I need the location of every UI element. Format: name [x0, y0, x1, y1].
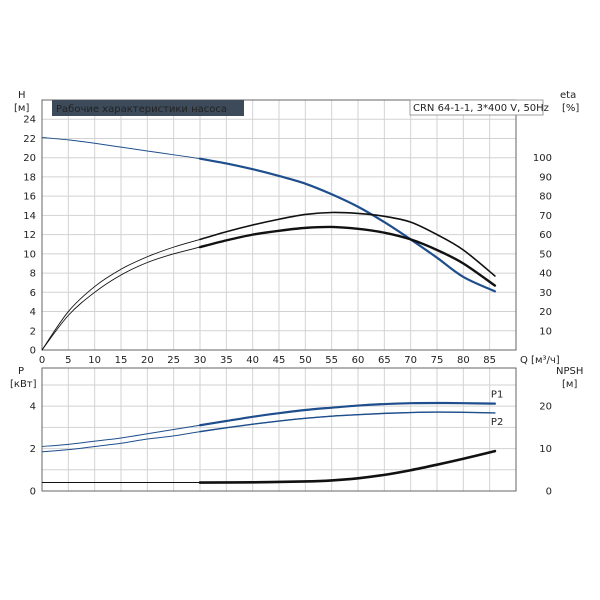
x-tick-label: 15	[115, 355, 128, 366]
y-left-axis-unit: [кВт]	[10, 379, 37, 390]
y-left-tick-label: 8	[30, 269, 36, 280]
y-left-axis-label: H	[18, 90, 26, 101]
y-left-tick-label: 14	[23, 211, 36, 222]
y-right-axis-unit: [м]	[562, 379, 577, 390]
y-left-axis-label: P	[18, 366, 24, 377]
y-right-tick-label: 20	[539, 307, 552, 318]
x-tick-label: 30	[194, 355, 207, 366]
y-left-tick-label: 6	[30, 288, 36, 299]
y-left-axis-unit: [м]	[14, 103, 29, 114]
x-tick-label: 65	[378, 355, 391, 366]
y-left-tick-label: 10	[23, 249, 36, 260]
head-curve-line	[41, 137, 496, 292]
head-curve-operating-range	[198, 157, 497, 293]
y-right-axis-label: NPSH	[556, 366, 583, 377]
y-right-tick-label: 10	[539, 444, 552, 455]
x-tick-label: 50	[299, 355, 312, 366]
y-right-tick-label: 80	[539, 192, 552, 203]
y-left-tick-label: 24	[23, 115, 36, 126]
y-right-tick-label: 10	[539, 326, 552, 337]
x-tick-label: 5	[65, 355, 71, 366]
y-left-tick-label: 4	[30, 402, 36, 413]
power-p2-curve-line	[41, 411, 495, 453]
power-p1-curve-line	[41, 402, 495, 447]
y-left-tick-label: 2	[30, 326, 36, 337]
chart-subtitle-box	[409, 99, 544, 116]
x-axis-unit-label: Q [м³/ч]	[520, 355, 560, 366]
series-label-p1: P1	[491, 390, 503, 401]
y-left-tick-label: 0	[30, 346, 36, 357]
y-left-tick-label: 4	[30, 307, 36, 318]
x-tick-label: 0	[39, 355, 45, 366]
x-tick-label: 40	[246, 355, 259, 366]
y-left-tick-label: 18	[23, 172, 36, 183]
y-right-tick-label: 40	[539, 269, 552, 280]
power-p1-curve-operating-range	[198, 401, 497, 427]
y-right-axis-label: eta	[560, 90, 576, 101]
chart-subtitle: CRN 64-1-1, 3*400 V, 50Hz	[413, 103, 549, 114]
x-tick-label: 85	[483, 355, 496, 366]
x-tick-label: 20	[141, 355, 154, 366]
y-left-tick-label: 12	[23, 230, 36, 241]
y-left-tick-label: 16	[23, 192, 36, 203]
chart-title-box	[52, 100, 244, 116]
y-right-tick-label: 30	[539, 288, 552, 299]
npsh-curve-operating-range	[198, 449, 497, 484]
series-label-p2: P2	[491, 417, 503, 428]
y-right-tick-label: 100	[533, 153, 552, 164]
x-tick-label: 35	[220, 355, 233, 366]
top-panel-frame	[41, 99, 517, 351]
y-right-tick-label: 20	[539, 402, 552, 413]
y-right-tick-label: 70	[539, 211, 552, 222]
bottom-panel-grid	[41, 368, 517, 492]
x-tick-label: 55	[325, 355, 338, 366]
efficiency-curve-upper-operating-range	[199, 211, 496, 277]
power-p2-curve-operating-range	[199, 411, 496, 433]
y-left-tick-label: 20	[23, 153, 36, 164]
y-left-tick-label: 22	[23, 134, 36, 145]
y-right-axis-unit: [%]	[562, 103, 579, 114]
efficiency-curve-lower-operating-range	[198, 225, 497, 287]
x-tick-label: 25	[167, 355, 180, 366]
y-left-tick-label: 0	[30, 487, 36, 498]
x-tick-label: 80	[457, 355, 470, 366]
y-right-tick-label: 0	[546, 487, 552, 498]
y-right-tick-label: 90	[539, 172, 552, 183]
y-right-tick-label: 60	[539, 230, 552, 241]
x-tick-label: 10	[88, 355, 101, 366]
x-tick-label: 75	[431, 355, 444, 366]
bottom-panel-frame	[41, 367, 517, 492]
chart-title: Рабочие характеристики насоса	[56, 104, 227, 115]
x-tick-label: 60	[352, 355, 365, 366]
top-panel-grid	[41, 99, 517, 351]
y-left-tick-label: 2	[30, 444, 36, 455]
y-right-tick-label: 50	[539, 249, 552, 260]
x-tick-label: 70	[404, 355, 417, 366]
x-tick-label: 45	[273, 355, 286, 366]
